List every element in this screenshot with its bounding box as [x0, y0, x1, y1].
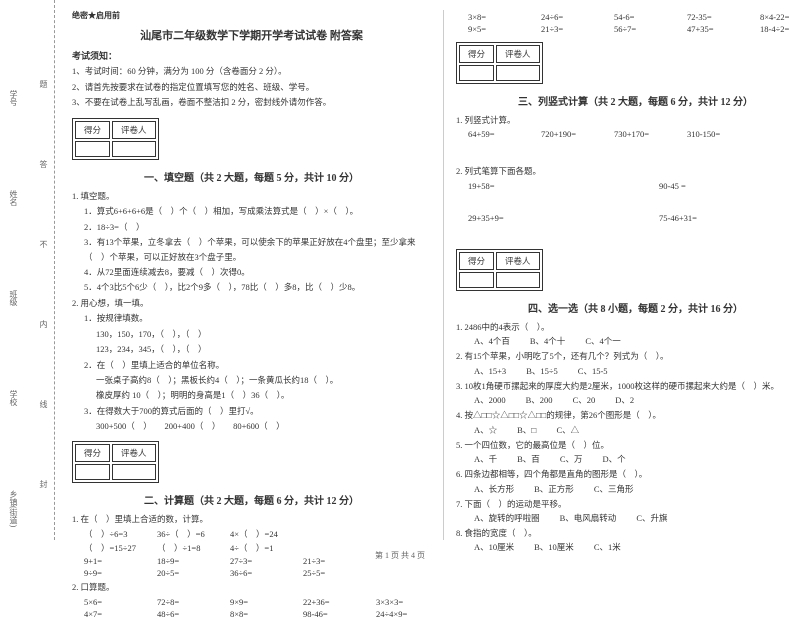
score-box-1: 得分评卷人: [72, 118, 159, 160]
q6-head: 2. 列式笔算下面各题。: [456, 164, 800, 178]
q2-head: 2. 用心想，填一填。: [72, 296, 431, 310]
q7-8: 8. 食指的宽度（ ）。: [456, 526, 800, 540]
q3-r1: （ ）÷6=336÷（ ）=64×（ ）=24: [84, 528, 431, 540]
binding-town: 乡镇(街道): [8, 490, 19, 527]
q6-r1: 19+58=90-45 =: [468, 181, 800, 191]
section-2-header: 二、计算题（共 2 大题，每题 6 分，共计 12 分）: [72, 492, 431, 507]
q2-2a: 一张桌子高约8（ ）；黑板长约4（ ）；一条黄瓜长约18（ ）。: [72, 373, 431, 387]
binding-id: 学号: [8, 90, 19, 106]
q1-2: 2．18÷3=（ ）: [72, 220, 431, 234]
q7-4-opts: A、☆B、□C、△: [456, 424, 800, 436]
seal-3: 内: [38, 320, 49, 328]
q7-4: 4. 按△□□☆△□□☆△□□的规律，第26个图形是（ ）。: [456, 408, 800, 422]
q2-1a: 130，150，170，（ ），（ ）: [72, 327, 431, 341]
q5-head: 1. 列竖式计算。: [456, 113, 800, 127]
q7-3-opts: A、2000B、200C、20D、2: [456, 394, 800, 406]
seal-2: 线: [38, 400, 49, 408]
score-box-2: 得分评卷人: [72, 441, 159, 483]
page-footer: 第 1 页 共 4 页: [0, 550, 800, 561]
right-column: 3×8=24÷6=54-6=72-35=8×4-22= 9×5=21÷3=56÷…: [444, 10, 800, 540]
q7-2-opts: A、15+3B、15÷5C、15-5: [456, 365, 800, 377]
q2-3: 3．在得数大于700的算式后面的（ ）里打√。: [72, 404, 431, 418]
score-box-4: 得分评卷人: [456, 249, 543, 291]
q7-1-opts: A、4个百B、4个十C、4个一: [456, 335, 800, 347]
q2-1: 1．按规律填数。: [72, 311, 431, 325]
section-1-header: 一、填空题（共 2 大题，每题 5 分，共计 10 分）: [72, 169, 431, 184]
q4-r1: 5×6=72÷8=9×9=22+36=3×3×3=: [84, 597, 431, 607]
q7-1: 1. 2486中的4表示（ ）。: [456, 320, 800, 334]
seal-5: 答: [38, 160, 49, 168]
q2-3a: 300+500（ ） 200+400（ ） 80+600（ ）: [72, 419, 431, 433]
q5-items: 64+59=720+190=730+170=310-150=: [468, 129, 800, 139]
q2-2: 2．在（ ）里填上适合的单位名称。: [72, 358, 431, 372]
q3-head: 1. 在（ ）里填上合适的数，计算。: [72, 512, 431, 526]
q1-4: 4．从72里面连续减去8，要减（ ）次得0。: [72, 265, 431, 279]
q1-1: 1．算式6+6+6+6是（ ）个（ ）相加，写成乘法算式是（ ）×（ ）。: [72, 204, 431, 218]
q4-r4: 9×5=21÷3=56÷7=47+35=18-4÷2=: [468, 24, 800, 34]
notice-1: 1、考试时间：60 分钟，满分为 100 分（含卷面分 2 分）。: [72, 65, 431, 79]
notice-header: 考试须知：: [72, 49, 431, 62]
q7-6: 6. 四条边都相等，四个角都是直角的图形是（ ）。: [456, 467, 800, 481]
notice-2: 2、请首先按要求在试卷的指定位置填写您的姓名、班级、学号。: [72, 81, 431, 95]
seal-6: 题: [38, 80, 49, 88]
q7-2: 2. 有15个苹果，小明吃了5个，还有几个？列式为（ ）。: [456, 349, 800, 363]
q4-r2: 4×7=48÷6=8×8=98-46=24÷4×9=: [84, 609, 431, 619]
secret-label: 绝密★启用前: [72, 10, 431, 21]
notice-3: 3、不要在试卷上乱写乱画，卷面不整洁扣 2 分，密封线外请勿作答。: [72, 96, 431, 110]
q3-r4: 9÷9=20÷5=36÷6=25÷5=: [84, 568, 431, 578]
q1-5: 5．4个3比5个6少（ ），比2个9多（ ），78比（ ）多8，比（ ）少8。: [72, 280, 431, 294]
q6-r2: 29+35+9=75-46+31=: [468, 213, 800, 223]
q7-7: 7. 下面（ ）的运动是平移。: [456, 497, 800, 511]
q7-6-opts: A、长方形B、正方形C、三角形: [456, 483, 800, 495]
q4-head: 2. 口算题。: [72, 580, 431, 594]
q2-1b: 123，234，345，（ ），（ ）: [72, 342, 431, 356]
score-box-3: 得分评卷人: [456, 42, 543, 84]
seal-4: 不: [38, 240, 49, 248]
q7-5: 5. 一个四位数，它的最高位是（ ）位。: [456, 438, 800, 452]
exam-title: 汕尾市二年级数学下学期开学考试试卷 附答案: [72, 27, 431, 43]
q2-2b: 橡皮厚约 10（ ）；明明的身高是1（ ）36（ ）。: [72, 388, 431, 402]
binding-name: 姓名: [8, 190, 19, 206]
seal-1: 封: [38, 480, 49, 488]
section-4-header: 四、选一选（共 8 小题，每题 2 分，共计 16 分）: [456, 300, 800, 315]
q1-head: 1. 填空题。: [72, 189, 431, 203]
q7-5-opts: A、千B、百C、万D、个: [456, 453, 800, 465]
left-column: 绝密★启用前 汕尾市二年级数学下学期开学考试试卷 附答案 考试须知： 1、考试时…: [60, 10, 444, 540]
q7-3: 3. 10枚1角硬币摞起来的厚度大约是2厘米，1000枚这样的硬币摞起来大约是（…: [456, 379, 800, 393]
q7-7-opts: A、旋转的呼啦圈B、电风扇转动C、升旗: [456, 512, 800, 524]
q4-r3: 3×8=24÷6=54-6=72-35=8×4-22=: [468, 12, 800, 22]
binding-school: 学校: [8, 390, 19, 406]
binding-class: 班级: [8, 290, 19, 306]
section-3-header: 三、列竖式计算（共 2 大题，每题 6 分，共计 12 分）: [456, 93, 800, 108]
q1-3: 3．有13个苹果，立冬拿去（ ）个苹果，可以使余下的苹果正好放在4个盘里；至少拿…: [72, 235, 431, 264]
